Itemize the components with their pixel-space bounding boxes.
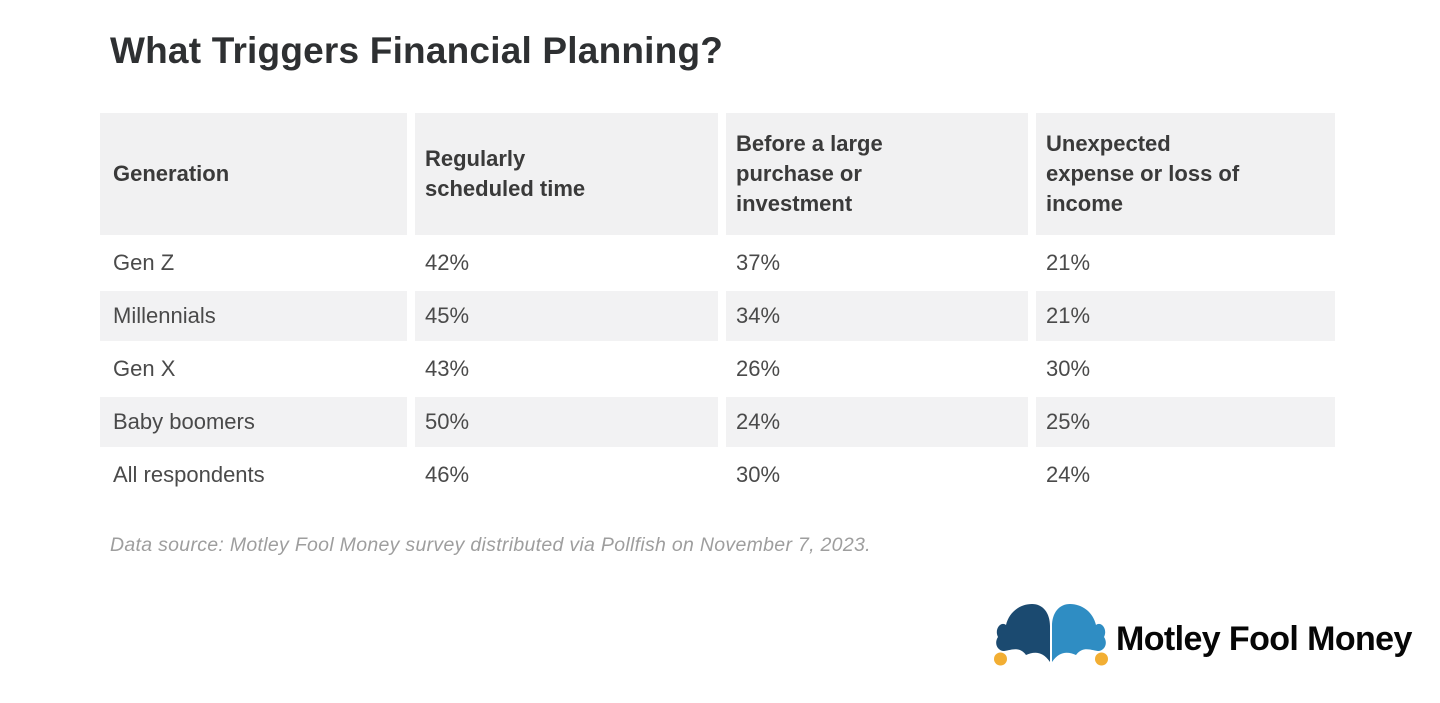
table-cell: 25% [1028,394,1335,447]
table-cell: 30% [1028,341,1335,394]
table-cell: 21% [1028,288,1335,341]
table-row-gen-x: Gen X 43% 26% 30% [100,341,1335,394]
hat-left-flap [996,604,1050,662]
header-label: Before a large purchase or investment [736,131,883,216]
table-cell: 50% [407,394,718,447]
table-header-row: Generation Regularly scheduled time Befo… [100,113,1335,235]
row-label: Gen Z [100,235,407,288]
header-label: Unexpected expense or loss of income [1046,131,1240,216]
table-row-baby-boomers: Baby boomers 50% 24% 25% [100,394,1335,447]
table-cell: 26% [718,341,1028,394]
financial-planning-table: Generation Regularly scheduled time Befo… [100,113,1335,500]
table-cell: 43% [407,341,718,394]
row-label: Baby boomers [100,394,407,447]
header-cell-regular: Regularly scheduled time [407,113,718,235]
table-cell: 24% [1028,447,1335,500]
header-label: Generation [113,161,230,187]
table-row-millennials: Millennials 45% 34% 21% [100,288,1335,341]
table-row-all-respondents: All respondents 46% 30% 24% [100,447,1335,500]
page-title: What Triggers Financial Planning? [110,30,724,71]
table-cell: 46% [407,447,718,500]
table-cell: 42% [407,235,718,288]
hat-right-flap [1052,604,1106,662]
left-bell [994,652,1007,666]
table-cell: 37% [718,235,1028,288]
header-cell-generation: Generation [100,113,407,235]
jester-hat-icon [994,604,1108,666]
brand-logo: Motley Fool Money [993,600,1412,670]
row-label: Gen X [100,341,407,394]
table-cell: 21% [1028,235,1335,288]
table-cell: 45% [407,288,718,341]
right-bell [1095,652,1108,666]
header-cell-unexpected: Unexpected expense or loss of income [1028,113,1335,235]
source-note: Data source: Motley Fool Money survey di… [110,534,871,556]
header-label: Regularly scheduled time [425,146,586,201]
header-cell-purchase: Before a large purchase or investment [718,113,1028,235]
row-label: Millennials [100,288,407,341]
table-cell: 34% [718,288,1028,341]
row-label: All respondents [100,447,407,500]
table-cell: 30% [718,447,1028,500]
table-cell: 24% [718,394,1028,447]
table-row-gen-z: Gen Z 42% 37% 21% [100,235,1335,288]
brand-name: Motley Fool Money [1116,620,1412,658]
